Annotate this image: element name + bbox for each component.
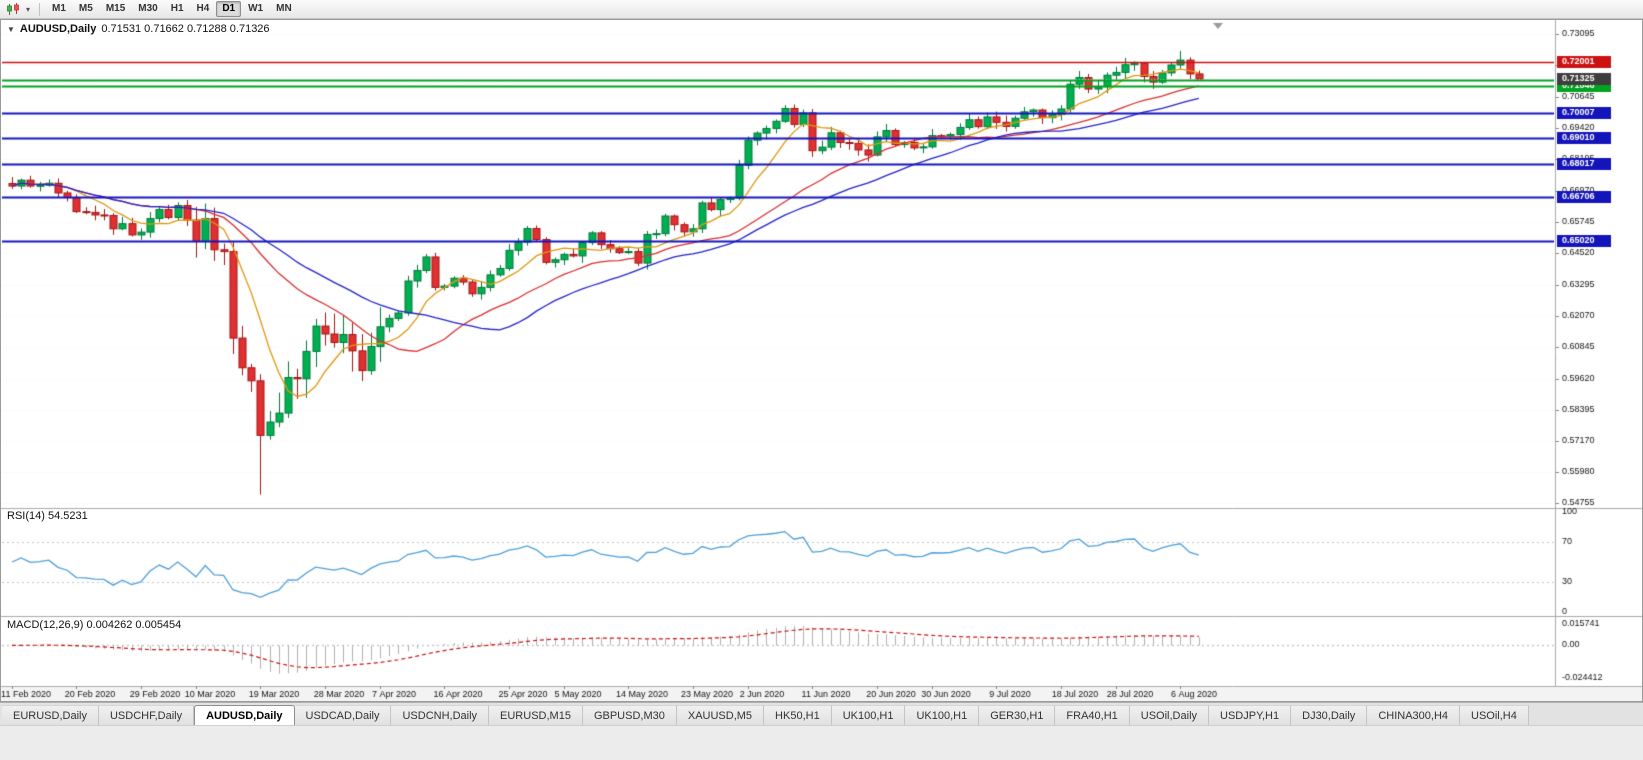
chart-tab-eurusd-daily[interactable]: EURUSD,Daily: [2, 705, 99, 725]
timeframe-button-m15[interactable]: M15: [105, 3, 126, 14]
chart-tab-uk100-h1[interactable]: UK100,H1: [905, 705, 980, 725]
chart-tab-eurusd-m15[interactable]: EURUSD,M15: [489, 705, 583, 725]
timeframe-button-m30[interactable]: M30: [138, 3, 158, 14]
chart-tab-usdjpy-h1[interactable]: USDJPY,H1: [1209, 705, 1292, 725]
timeframe-toolbar: ▾ M1 M5 M15 M30 H1 H4 D1 W1 MN: [0, 0, 1643, 19]
chart-tab-audusd-daily[interactable]: AUDUSD,Daily: [194, 705, 295, 725]
toolbar-separator: [39, 2, 40, 16]
timeframe-button-d1[interactable]: D1: [216, 1, 242, 17]
price-chart-canvas[interactable]: [0, 19, 1643, 702]
collapse-arrow-icon[interactable]: ▼: [7, 24, 15, 34]
chart-tab-xauusd-m5[interactable]: XAUUSD,M5: [676, 705, 765, 725]
chart-tab-uk100-h1[interactable]: UK100,H1: [831, 705, 906, 725]
chart-tab-bar: EURUSD,Daily USDCHF,Daily AUDUSD,Daily USDC…: [0, 702, 1643, 725]
timeframe-button-m5[interactable]: M5: [78, 3, 93, 14]
chart-tab-usdcnh-daily[interactable]: USDCNH,Daily: [391, 705, 490, 725]
timeframe-button-w1[interactable]: W1: [248, 3, 264, 14]
chart-tab-ger30-h1[interactable]: GER30,H1: [979, 705, 1056, 725]
chart-tab-usoil-daily[interactable]: USOil,Daily: [1129, 705, 1210, 725]
timeframe-button-h1[interactable]: H1: [170, 3, 184, 14]
timeframe-button-m1[interactable]: M1: [52, 3, 66, 14]
chart-tab-usdchf-daily[interactable]: USDCHF,Daily: [98, 705, 195, 725]
chart-tab-china300-h4[interactable]: CHINA300,H4: [1367, 705, 1461, 725]
candlestick-chart-icon[interactable]: [4, 2, 21, 17]
timeframe-button-mn[interactable]: MN: [276, 3, 292, 14]
chart-tab-fra40-h1[interactable]: FRA40,H1: [1055, 705, 1130, 725]
timeframe-button-h4[interactable]: H4: [196, 3, 210, 14]
timeframe-buttons-group: M1 M5 M15 M30 H1 H4 D1 W1 MN: [46, 1, 298, 17]
chart-tab-gbpusd-m30[interactable]: GBPUSD,M30: [582, 705, 677, 725]
chart-tab-hk50-h1[interactable]: HK50,H1: [764, 705, 832, 725]
chart-tab-usdcad-daily[interactable]: USDCAD,Daily: [294, 705, 392, 725]
chart-tab-dj30-daily[interactable]: DJ30,Daily: [1291, 705, 1368, 725]
dropdown-caret-icon[interactable]: ▾: [25, 4, 30, 14]
candlestick-chart-glyph: [6, 2, 19, 15]
chart-tab-usoil-h4[interactable]: USOil,H4: [1460, 705, 1529, 725]
status-bar: [0, 725, 1643, 760]
